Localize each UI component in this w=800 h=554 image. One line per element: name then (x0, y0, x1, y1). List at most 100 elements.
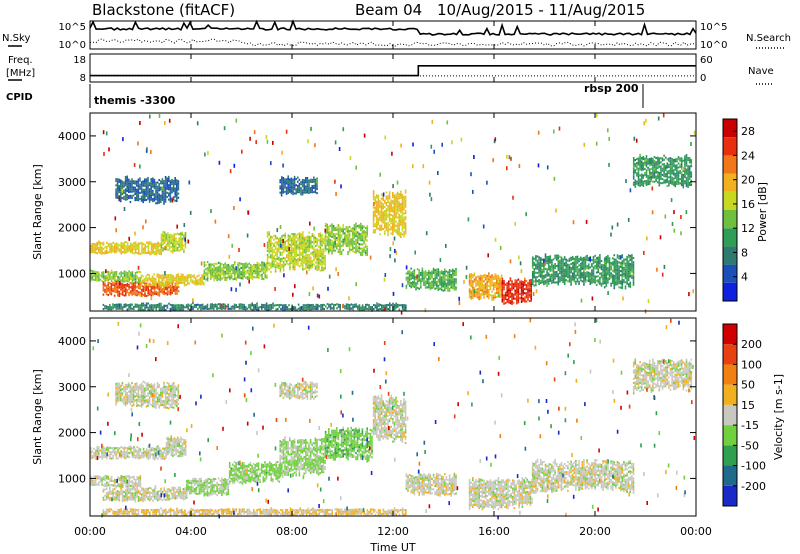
heatmap-cell (318, 239, 320, 242)
heatmap-cell (525, 294, 528, 297)
heatmap-cell (222, 272, 225, 275)
heatmap-cell (179, 304, 181, 307)
heatmap-cell (472, 276, 474, 279)
heatmap-cell (546, 272, 548, 275)
heatmap-cell (146, 251, 148, 254)
heatmap-cell (424, 280, 427, 283)
heatmap-cell (602, 278, 604, 281)
heatmap-cell (281, 257, 283, 260)
heatmap-cell (142, 249, 145, 252)
heatmap-cell (603, 271, 606, 274)
heatmap-cell (154, 242, 156, 245)
heatmap-cell (687, 181, 689, 184)
heatmap-cell (516, 283, 518, 286)
heatmap-cell (607, 267, 609, 270)
heatmap-cell (581, 261, 584, 264)
heatmap-cell (549, 267, 552, 270)
heatmap-cell (310, 260, 312, 263)
heatmap-cell (322, 238, 325, 241)
heatmap-cell (509, 279, 512, 282)
heatmap-cell (671, 160, 673, 163)
heatmap-cell (444, 289, 446, 292)
heatmap-cell (339, 242, 341, 245)
heatmap-cell (128, 272, 130, 275)
heatmap-cell (405, 278, 408, 281)
heatmap-cell (150, 288, 153, 291)
heatmap-cell (404, 232, 407, 235)
heatmap-cell (130, 248, 132, 251)
heatmap-cell (557, 258, 560, 261)
heatmap-cell (133, 242, 135, 245)
heatmap-cell (319, 246, 322, 249)
heatmap-cell (374, 210, 376, 213)
heatmap-cell (506, 292, 508, 295)
heatmap-cell (557, 277, 560, 280)
heatmap-cell (168, 184, 170, 187)
heatmap-cell (155, 202, 157, 205)
heatmap-cell (551, 261, 553, 264)
heatmap-cell (562, 281, 564, 284)
heatmap-cell (448, 269, 451, 272)
heatmap-cell (353, 232, 356, 235)
heatmap-cell (480, 295, 482, 298)
heatmap-cell (631, 274, 633, 277)
heatmap-cell (396, 224, 399, 227)
heatmap-cell (447, 289, 449, 292)
heatmap-cell (607, 256, 609, 259)
heatmap-cell (626, 268, 628, 271)
heatmap-cell (473, 278, 476, 281)
heatmap-cell (637, 173, 640, 176)
heatmap-cell (177, 290, 180, 293)
heatmap-cell (126, 189, 128, 192)
heatmap-cell (298, 234, 301, 237)
heatmap-cell (337, 303, 340, 306)
heatmap-cell (602, 272, 604, 275)
heatmap-cell (166, 181, 168, 184)
heatmap-cell (364, 249, 367, 252)
heatmap-cell (153, 279, 155, 282)
heatmap-cell (677, 183, 680, 186)
heatmap-cell (685, 170, 688, 173)
heatmap-cell (316, 260, 318, 263)
heatmap-cell (145, 184, 148, 187)
heatmap-cell (398, 215, 400, 218)
heatmap-cell (176, 185, 178, 188)
heatmap-cell (122, 272, 124, 275)
heatmap-cell (380, 216, 383, 219)
heatmap-cell (299, 306, 301, 309)
heatmap-cell (287, 236, 290, 239)
heatmap-cell (168, 292, 170, 295)
heatmap-cell (388, 201, 391, 204)
heatmap-cell (311, 253, 314, 256)
heatmap-cell (652, 164, 654, 167)
heatmap-cell (418, 279, 420, 282)
heatmap-cell (219, 270, 222, 273)
heatmap-cell (237, 274, 239, 277)
heatmap-cell (306, 243, 309, 246)
heatmap-cell (594, 258, 596, 261)
heatmap-cell (619, 282, 622, 285)
heatmap-cell (388, 209, 391, 212)
heatmap-cell (245, 264, 247, 267)
heatmap-cell (533, 280, 536, 283)
heatmap-cell (555, 271, 558, 274)
heatmap-cell (412, 281, 414, 284)
heatmap-cell (583, 279, 585, 282)
heatmap-cell (270, 256, 272, 259)
heatmap-cell (268, 243, 270, 246)
heatmap-cell (302, 247, 304, 250)
heatmap-cell (583, 267, 585, 270)
heatmap-cell (98, 275, 100, 278)
heatmap-cell (195, 303, 197, 306)
heatmap-cell (506, 286, 508, 289)
heatmap-cell (217, 307, 220, 310)
heatmap-cell (337, 248, 340, 251)
heatmap-cell (372, 229, 375, 232)
heatmap-cell (352, 231, 354, 234)
heatmap-cell (491, 278, 493, 281)
heatmap-cell (189, 308, 191, 311)
heatmap-cell (352, 239, 354, 242)
heatmap-cell (147, 302, 149, 305)
cpid-row: CPID themis -3300 rbsp 200 (6, 82, 644, 108)
heatmap-cell (547, 268, 550, 271)
